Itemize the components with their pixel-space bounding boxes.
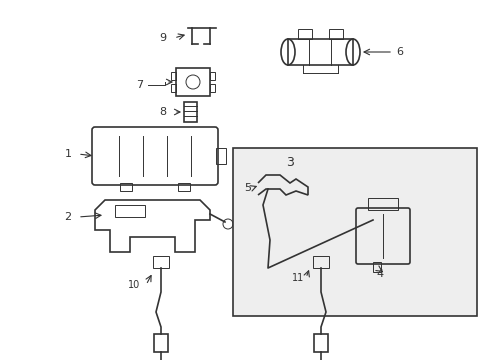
Bar: [313, 334, 327, 352]
Text: 11: 11: [291, 273, 304, 283]
Text: 10: 10: [128, 280, 140, 290]
Text: 3: 3: [285, 156, 293, 168]
Bar: [115, 205, 145, 217]
Bar: [312, 256, 328, 268]
Bar: [120, 183, 132, 191]
Bar: [178, 183, 190, 191]
Bar: [232, 148, 476, 316]
Bar: [153, 256, 169, 268]
Bar: [287, 39, 352, 65]
Text: 1: 1: [64, 149, 71, 159]
Text: 8: 8: [159, 107, 166, 117]
Text: 9: 9: [159, 33, 166, 43]
Text: 4: 4: [376, 269, 383, 279]
Bar: [209, 72, 215, 80]
Bar: [171, 84, 176, 92]
Bar: [209, 84, 215, 92]
Bar: [176, 68, 209, 96]
Text: 7: 7: [136, 80, 143, 90]
Text: 6: 6: [396, 47, 403, 57]
Bar: [171, 72, 176, 80]
Bar: [154, 334, 168, 352]
Bar: [367, 198, 397, 210]
Bar: [216, 148, 225, 164]
Bar: [328, 29, 342, 39]
Bar: [372, 262, 380, 272]
Text: 5: 5: [244, 183, 251, 193]
Text: 2: 2: [64, 212, 71, 222]
Bar: [297, 29, 311, 39]
Bar: [183, 102, 197, 122]
